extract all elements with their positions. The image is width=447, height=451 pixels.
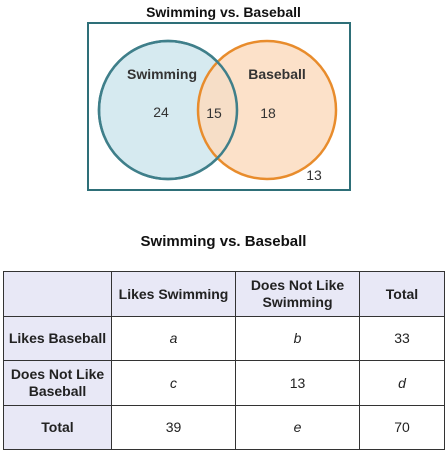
row-header: Does Not Like Baseball — [3, 360, 112, 406]
row-header: Total — [3, 405, 112, 450]
table-row: Total 39 e 70 — [3, 405, 445, 450]
table-cell: 70 — [359, 405, 445, 450]
two-way-table: Likes Swimming Does Not Like Swimming To… — [3, 271, 445, 450]
venn-title: Swimming vs. Baseball — [146, 4, 301, 20]
table-header-row: Likes Swimming Does Not Like Swimming To… — [3, 271, 445, 317]
swimming-label: Swimming — [127, 66, 197, 82]
table-corner-cell — [3, 271, 112, 317]
table-cell: b — [235, 316, 360, 361]
column-header: Does Not Like Swimming — [235, 271, 360, 317]
row-header: Likes Baseball — [3, 316, 112, 361]
table-cell: c — [111, 360, 236, 406]
outside-value: 13 — [306, 167, 322, 183]
table-row: Does Not Like Baseball c 13 d — [3, 360, 445, 406]
table-cell: d — [359, 360, 445, 406]
table-cell: 33 — [359, 316, 445, 361]
table-cell: e — [235, 405, 360, 450]
baseball-circle — [196, 39, 338, 181]
table-row: Likes Baseball a b 33 — [3, 316, 445, 361]
overlap-value: 15 — [206, 105, 222, 121]
table-cell: 39 — [111, 405, 236, 450]
swimming-circle-outline — [97, 39, 239, 181]
baseball-only-value: 18 — [260, 105, 276, 121]
venn-diagram: Swimming Baseball 24 15 18 13 — [87, 22, 351, 191]
table-title: Swimming vs. Baseball — [140, 233, 307, 250]
baseball-label: Baseball — [248, 66, 306, 82]
column-header: Likes Swimming — [111, 271, 236, 317]
column-header: Total — [359, 271, 445, 317]
table-cell: a — [111, 316, 236, 361]
table-cell: 13 — [235, 360, 360, 406]
swimming-only-value: 24 — [153, 104, 169, 120]
